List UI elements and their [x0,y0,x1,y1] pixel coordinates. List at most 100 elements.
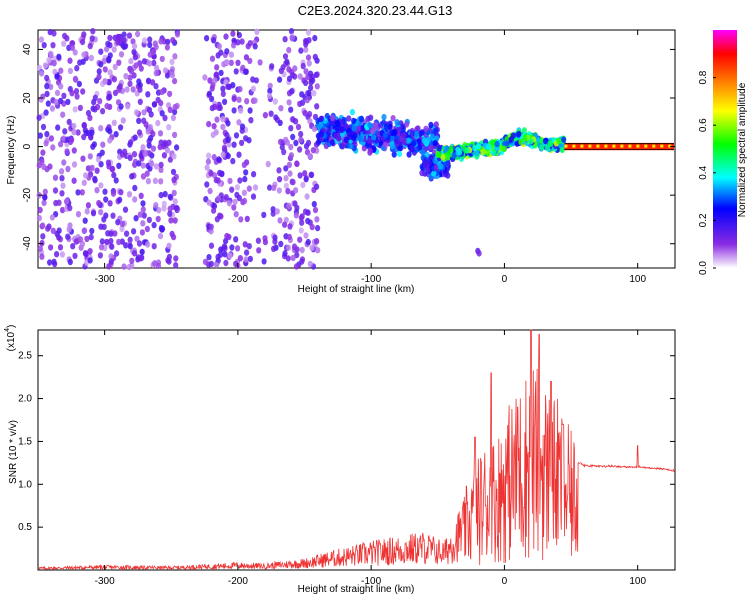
spectrogram-cell [109,166,115,173]
spectrogram-cell [50,227,56,234]
spectrogram-cell [49,105,56,112]
spectrogram-cell [123,242,129,249]
spectrogram-cell [96,68,102,75]
x-tick-label: 0 [502,274,508,285]
spectrogram-cell [406,137,412,144]
spectrogram-cell [220,115,226,123]
spectrogram-cell [153,83,159,90]
spectrogram-cell [116,59,122,66]
spectrogram-cell [81,51,87,58]
spectrogram-cell [127,74,133,81]
spectrogram-cell [368,114,374,121]
spectrogram-cell [118,103,124,110]
spectrogram-cell [247,107,253,114]
spectrogram-cell [167,106,173,114]
spectrogram-cell [71,128,77,136]
spectrogram-cell [119,220,125,228]
spectrogram-cell [42,62,49,69]
spectrogram-cell [98,48,104,55]
spectrogram-cell [140,200,146,207]
spectrogram-cell [214,216,220,223]
spectrogram-cell [143,121,149,128]
snr-frame [37,329,676,571]
spectrogram-cell [208,223,214,230]
spectrogram-cell [172,53,178,60]
colorbar: 0.0 0.2 0.4 0.6 0.8 Normalized spectral ampl… [698,30,748,275]
spectrogram-cell [41,42,47,49]
spectrogram-cell [233,132,240,139]
spectrogram-cell [358,135,364,142]
spectrogram-cell [108,258,114,265]
spectrogram-cell [242,241,248,248]
spectrogram-cell [41,163,47,171]
spectrogram-cell [58,141,64,148]
spectrogram-cell [171,153,177,160]
snr-multiplier-close: ) [6,325,17,328]
spectrogram-cell [256,247,262,254]
spectrogram-cell [303,232,309,239]
spectrogram-cell [421,137,427,144]
spectrogram-cell [51,55,58,62]
spectrogram-cell [162,67,168,74]
spectrogram-cell [351,125,357,132]
spectrogram-cell [307,110,313,118]
spectrogram-cell [77,59,83,66]
spectrogram-cell [153,202,159,209]
spectrogram-cell [80,88,86,95]
spectrogram-cell [134,109,140,116]
spectrogram-cell [126,32,133,39]
spectrogram-cell [59,190,65,197]
spectrogram-marks [36,28,674,271]
spectrogram-cell [53,98,59,106]
spectrogram-cell [145,77,152,85]
spectrogram-cell [314,103,320,110]
spectrogram-cell [99,238,105,245]
spectrogram-cell [130,38,136,45]
spectrogram-cell [124,86,130,93]
spectrogram-cell [427,144,434,152]
spectrogram-cell [137,86,143,93]
spectrogram-cell [382,141,388,148]
spectrogram-cell [314,216,320,223]
spectrogram-cell [47,259,53,266]
spectrogram-cell [172,103,178,111]
spectrogram-cell [231,107,237,114]
spectrogram-cell [151,101,157,108]
spectrogram-cell [111,119,117,127]
spectrogram-cell [87,153,93,160]
spectrogram-band-cell [644,144,648,148]
spectrogram-cell [167,210,173,217]
spectrogram-cell [252,97,258,104]
spectrogram-cell [396,150,403,158]
spectrogram-cell [438,163,444,170]
spectrogram-cell [220,90,226,98]
spectrogram-cell [146,106,153,114]
spectrogram-cell [297,172,303,179]
spectrogram-cell [239,123,246,130]
spectrogram-cell [415,125,421,132]
spectrogram-cell [219,170,225,178]
spectrogram-cell [305,139,312,147]
spectrogram-cell [302,110,308,117]
spectrogram-cell [132,196,138,203]
spectrogram-cell [262,112,268,119]
spectrogram-cell [75,129,81,136]
spectrogram-cell [174,144,180,151]
spectrogram-cell [231,204,237,211]
spectrogram-cell [161,200,167,208]
spectrogram-cell [299,91,305,98]
spectrogram-cell [420,149,426,156]
spectrogram-band-cell [564,144,568,148]
spectrogram-cell [298,130,304,138]
spectrogram-cell [309,223,315,231]
spectrogram-cell [145,241,151,248]
spectrogram-cell [51,30,57,37]
spectrogram-cell [168,217,174,224]
spectrogram-cell [286,161,292,169]
spectrogram-cell [106,57,112,64]
spectrogram-cell [170,114,176,122]
spectrogram-cell [289,35,295,42]
spectrogram-cell [218,69,224,77]
spectrogram-cell [289,88,295,95]
